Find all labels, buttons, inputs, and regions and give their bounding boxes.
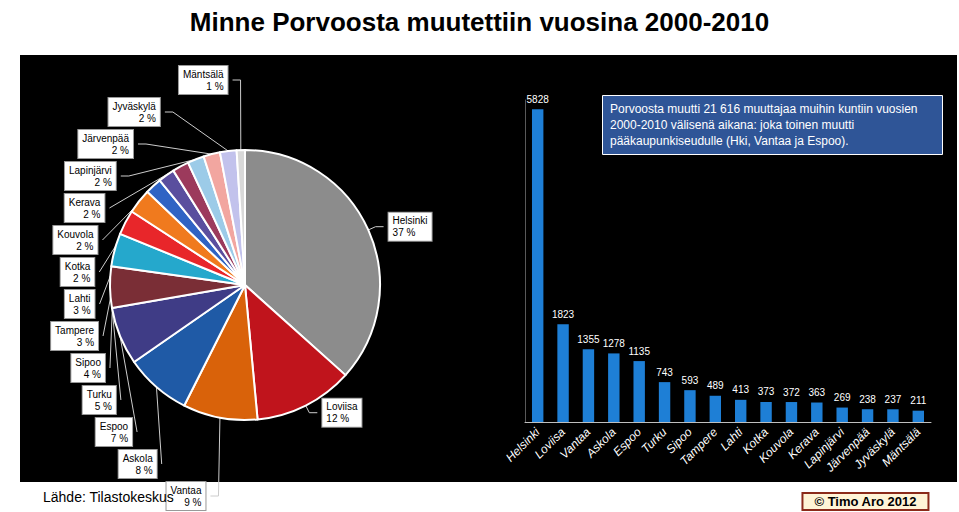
svg-text:489: 489 (707, 380, 724, 391)
svg-text:237: 237 (885, 394, 902, 405)
svg-text:8 %: 8 % (135, 465, 152, 476)
svg-text:Loviisa: Loviisa (326, 401, 358, 412)
svg-text:2 %: 2 % (73, 273, 90, 284)
svg-text:3 %: 3 % (73, 305, 90, 316)
svg-text:Askola: Askola (583, 425, 619, 461)
svg-text:Sipoo: Sipoo (663, 425, 695, 457)
svg-text:© Timo Aro 2012: © Timo Aro 2012 (814, 494, 916, 509)
svg-text:2 %: 2 % (112, 145, 129, 156)
svg-text:4 %: 4 % (84, 369, 101, 380)
svg-text:5 %: 5 % (95, 401, 112, 412)
svg-text:Kerava: Kerava (69, 197, 101, 208)
svg-text:238: 238 (859, 394, 876, 405)
svg-text:Mäntsälä: Mäntsälä (879, 425, 924, 470)
svg-text:1278: 1278 (603, 338, 626, 349)
svg-text:2 %: 2 % (83, 209, 100, 220)
svg-text:5828: 5828 (527, 94, 550, 105)
svg-text:211: 211 (910, 395, 926, 406)
svg-text:Loviisa: Loviisa (531, 425, 568, 462)
svg-text:3 %: 3 % (77, 337, 94, 348)
svg-text:Sipoo: Sipoo (75, 357, 101, 368)
svg-text:Lähde: Tilastokeskus: Lähde: Tilastokeskus (43, 489, 174, 505)
svg-text:Kouvola: Kouvola (755, 425, 797, 466)
svg-text:1135: 1135 (628, 346, 650, 357)
svg-text:Kouvola: Kouvola (57, 229, 94, 240)
svg-text:Lahti: Lahti (717, 425, 746, 454)
svg-text:Järvenpää: Järvenpää (82, 133, 129, 144)
svg-text:2 %: 2 % (95, 177, 112, 188)
svg-text:Helsinki: Helsinki (393, 215, 428, 226)
svg-text:Espoo: Espoo (100, 421, 129, 432)
svg-text:2 %: 2 % (139, 113, 156, 124)
svg-text:pääkaupunkiseudulle (Hki, Vant: pääkaupunkiseudulle (Hki, Vantaa ja Espo… (610, 134, 849, 148)
svg-text:Vantaa: Vantaa (171, 485, 202, 496)
svg-text:Turku: Turku (639, 425, 670, 456)
svg-text:Helsinki: Helsinki (503, 425, 543, 465)
svg-text:Turku: Turku (87, 389, 112, 400)
svg-text:1 %: 1 % (206, 81, 223, 92)
svg-text:Jyväskylä: Jyväskylä (113, 101, 157, 112)
svg-text:1823: 1823 (552, 309, 575, 320)
svg-text:Kerava: Kerava (785, 425, 822, 462)
svg-text:413: 413 (732, 384, 749, 395)
svg-text:Lahti: Lahti (69, 293, 91, 304)
svg-text:Lapinjärvi: Lapinjärvi (801, 425, 848, 472)
svg-text:37 %: 37 % (393, 227, 416, 238)
svg-text:Kotka: Kotka (65, 261, 91, 272)
svg-text:Mäntsälä: Mäntsälä (183, 69, 224, 80)
svg-text:Askola: Askola (123, 453, 153, 464)
svg-text:9 %: 9 % (184, 497, 201, 508)
svg-text:Tampere: Tampere (55, 325, 94, 336)
svg-text:Jyväskylä: Jyväskylä (851, 425, 898, 472)
svg-text:Lapinjärvi: Lapinjärvi (69, 165, 112, 176)
svg-text:1355: 1355 (577, 334, 600, 345)
svg-text:593: 593 (682, 375, 699, 386)
svg-text:7 %: 7 % (111, 433, 128, 444)
svg-text:Tampere: Tampere (677, 425, 720, 468)
svg-text:2 %: 2 % (76, 241, 93, 252)
svg-text:372: 372 (783, 387, 800, 398)
svg-text:Porvoosta muutti 21 616 muutta: Porvoosta muutti 21 616 muuttajaa muihin… (610, 102, 921, 116)
svg-text:Minne Porvoosta muutettiin vuo: Minne Porvoosta muutettiin vuosina 2000-… (190, 7, 769, 37)
svg-text:363: 363 (808, 387, 825, 398)
svg-text:2000-2010 välisenä aikana: jok: 2000-2010 välisenä aikana: joka toinen m… (610, 118, 858, 132)
svg-text:373: 373 (758, 386, 775, 397)
svg-text:743: 743 (656, 367, 673, 378)
svg-text:Espoo: Espoo (610, 425, 644, 459)
svg-text:269: 269 (834, 392, 851, 403)
svg-text:Järvenpää: Järvenpää (823, 425, 873, 475)
svg-text:Vantaa: Vantaa (556, 425, 594, 462)
svg-text:Kotka: Kotka (739, 425, 771, 457)
svg-text:12 %: 12 % (326, 413, 349, 424)
